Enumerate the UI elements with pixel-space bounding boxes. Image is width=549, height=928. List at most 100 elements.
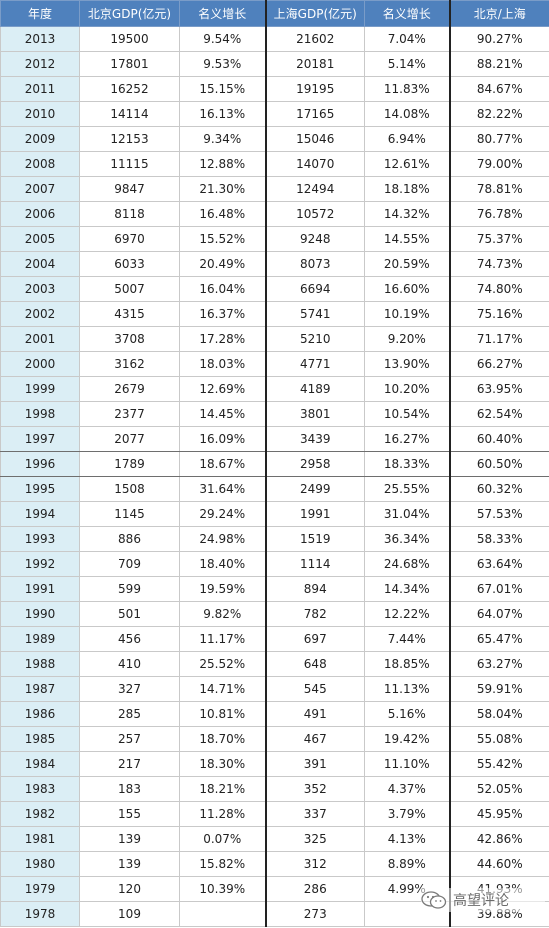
shanghai-gdp-cell: 6694 bbox=[264, 276, 365, 302]
shanghai-gdp-cell: 15046 bbox=[264, 126, 365, 152]
shanghai-growth-cell: 18.18% bbox=[364, 176, 450, 202]
beijing-gdp-cell: 285 bbox=[79, 701, 180, 727]
table-row: 1993 886 24.98% 1519 36.34% 58.33% bbox=[0, 526, 549, 552]
shanghai-gdp-cell: 9248 bbox=[264, 226, 365, 252]
shanghai-growth-cell: 4.37% bbox=[364, 776, 450, 802]
shanghai-gdp-cell: 4189 bbox=[264, 376, 365, 402]
beijing-growth-cell: 21.30% bbox=[179, 176, 266, 202]
table-row: 2011 16252 15.15% 19195 11.83% 84.67% bbox=[0, 76, 549, 102]
table-row: 2008 11115 12.88% 14070 12.61% 79.00% bbox=[0, 151, 549, 177]
ratio-cell: 78.81% bbox=[448, 176, 549, 202]
shanghai-gdp-cell: 391 bbox=[264, 751, 365, 777]
table-row: 2000 3162 18.03% 4771 13.90% 66.27% bbox=[0, 351, 549, 377]
beijing-growth-cell: 19.59% bbox=[179, 576, 266, 602]
year-cell: 1986 bbox=[0, 701, 80, 727]
header-beijing-gdp: 北京GDP(亿元) bbox=[79, 0, 180, 27]
beijing-growth-cell: 29.24% bbox=[179, 501, 266, 527]
table-row: 1986 285 10.81% 491 5.16% 58.04% bbox=[0, 701, 549, 727]
beijing-growth-cell: 9.82% bbox=[179, 601, 266, 627]
table-row: 2006 8118 16.48% 10572 14.32% 76.78% bbox=[0, 201, 549, 227]
beijing-growth-cell: 16.13% bbox=[179, 101, 266, 127]
shanghai-growth-cell: 4.13% bbox=[364, 826, 450, 852]
beijing-gdp-cell: 120 bbox=[79, 876, 180, 902]
beijing-gdp-cell: 886 bbox=[79, 526, 180, 552]
table-row: 1989 456 11.17% 697 7.44% 65.47% bbox=[0, 626, 549, 652]
beijing-growth-cell: 9.53% bbox=[179, 51, 266, 77]
year-cell: 1982 bbox=[0, 801, 80, 827]
shanghai-gdp-cell: 19195 bbox=[264, 76, 365, 102]
beijing-growth-cell: 15.15% bbox=[179, 76, 266, 102]
beijing-growth-cell: 11.28% bbox=[179, 801, 266, 827]
shanghai-growth-cell: 8.89% bbox=[364, 851, 450, 877]
shanghai-gdp-cell: 312 bbox=[264, 851, 365, 877]
beijing-gdp-cell: 1508 bbox=[79, 476, 180, 502]
beijing-growth-cell: 18.03% bbox=[179, 351, 266, 377]
ratio-cell: 66.27% bbox=[448, 351, 549, 377]
table-row: 1983 183 18.21% 352 4.37% 52.05% bbox=[0, 776, 549, 802]
beijing-growth-cell: 18.70% bbox=[179, 726, 266, 752]
beijing-gdp-cell: 2679 bbox=[79, 376, 180, 402]
beijing-growth-cell: 16.37% bbox=[179, 301, 266, 327]
year-cell: 1998 bbox=[0, 401, 80, 427]
beijing-growth-cell: 25.52% bbox=[179, 651, 266, 677]
beijing-gdp-cell: 109 bbox=[79, 901, 180, 927]
year-cell: 1997 bbox=[0, 426, 80, 452]
beijing-gdp-cell: 3708 bbox=[79, 326, 180, 352]
ratio-cell: 60.32% bbox=[448, 476, 549, 502]
year-cell: 2002 bbox=[0, 301, 80, 327]
year-cell: 1980 bbox=[0, 851, 80, 877]
ratio-cell: 42.86% bbox=[448, 826, 549, 852]
year-cell: 2007 bbox=[0, 176, 80, 202]
beijing-gdp-cell: 501 bbox=[79, 601, 180, 627]
table-row: 1999 2679 12.69% 4189 10.20% 63.95% bbox=[0, 376, 549, 402]
ratio-cell: 75.16% bbox=[448, 301, 549, 327]
table-row: 2003 5007 16.04% 6694 16.60% 74.80% bbox=[0, 276, 549, 302]
table-row: 2005 6970 15.52% 9248 14.55% 75.37% bbox=[0, 226, 549, 252]
table-row: 1992 709 18.40% 1114 24.68% 63.64% bbox=[0, 551, 549, 577]
beijing-gdp-cell: 19500 bbox=[79, 26, 180, 52]
table-row: 2004 6033 20.49% 8073 20.59% 74.73% bbox=[0, 251, 549, 277]
shanghai-gdp-cell: 14070 bbox=[264, 151, 365, 177]
table-row: 1996 1789 18.67% 2958 18.33% 60.50% bbox=[0, 451, 549, 477]
beijing-growth-cell: 31.64% bbox=[179, 476, 266, 502]
beijing-growth-cell: 17.28% bbox=[179, 326, 266, 352]
shanghai-growth-cell: 11.13% bbox=[364, 676, 450, 702]
shanghai-growth-cell: 7.44% bbox=[364, 626, 450, 652]
beijing-growth-cell: 24.98% bbox=[179, 526, 266, 552]
shanghai-growth-cell: 10.19% bbox=[364, 301, 450, 327]
beijing-gdp-cell: 6033 bbox=[79, 251, 180, 277]
beijing-growth-cell: 0.07% bbox=[179, 826, 266, 852]
beijing-gdp-cell: 139 bbox=[79, 826, 180, 852]
shanghai-growth-cell: 6.94% bbox=[364, 126, 450, 152]
ratio-cell: 55.08% bbox=[448, 726, 549, 752]
shanghai-growth-cell: 19.42% bbox=[364, 726, 450, 752]
beijing-growth-cell: 14.45% bbox=[179, 401, 266, 427]
year-cell: 2005 bbox=[0, 226, 80, 252]
table-body: 2013 19500 9.54% 21602 7.04% 90.27% 2012 17801 9… bbox=[0, 26, 549, 927]
year-cell: 2011 bbox=[0, 76, 80, 102]
beijing-gdp-cell: 155 bbox=[79, 801, 180, 827]
beijing-growth-cell: 16.09% bbox=[179, 426, 266, 452]
beijing-gdp-cell: 410 bbox=[79, 651, 180, 677]
shanghai-growth-cell: 11.10% bbox=[364, 751, 450, 777]
shanghai-growth-cell: 7.04% bbox=[364, 26, 450, 52]
year-cell: 1978 bbox=[0, 901, 80, 927]
beijing-gdp-cell: 1145 bbox=[79, 501, 180, 527]
table-row: 1981 139 0.07% 325 4.13% 42.86% bbox=[0, 826, 549, 852]
table-row: 1995 1508 31.64% 2499 25.55% 60.32% bbox=[0, 476, 549, 502]
beijing-growth-cell: 16.04% bbox=[179, 276, 266, 302]
beijing-growth-cell: 14.71% bbox=[179, 676, 266, 702]
beijing-gdp-cell: 183 bbox=[79, 776, 180, 802]
table-row: 1990 501 9.82% 782 12.22% 64.07% bbox=[0, 601, 549, 627]
year-cell: 2000 bbox=[0, 351, 80, 377]
shanghai-growth-cell: 9.20% bbox=[364, 326, 450, 352]
ratio-cell: 58.04% bbox=[448, 701, 549, 727]
year-cell: 1996 bbox=[0, 451, 80, 477]
shanghai-growth-cell: 10.20% bbox=[364, 376, 450, 402]
header-ratio: 北京/上海 bbox=[448, 0, 549, 27]
table-row: 1985 257 18.70% 467 19.42% 55.08% bbox=[0, 726, 549, 752]
shanghai-growth-cell: 13.90% bbox=[364, 351, 450, 377]
beijing-gdp-cell: 139 bbox=[79, 851, 180, 877]
shanghai-gdp-cell: 491 bbox=[264, 701, 365, 727]
